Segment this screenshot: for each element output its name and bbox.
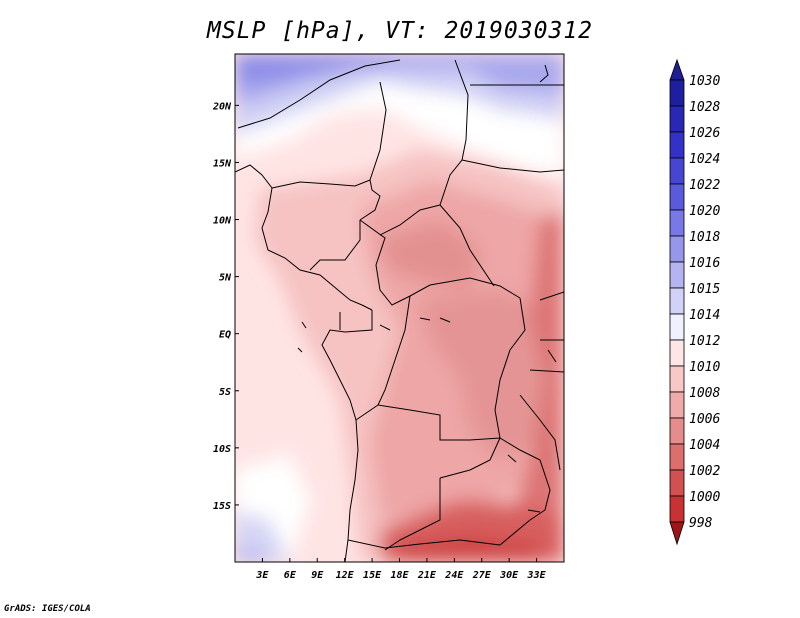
colorbar-segment bbox=[669, 261, 685, 289]
colorbar-label: 1010 bbox=[689, 360, 720, 375]
colorbar-segment bbox=[669, 79, 685, 107]
colorbar-segment bbox=[669, 313, 685, 341]
colorbar-segment bbox=[669, 391, 685, 419]
colorbar-label: 1030 bbox=[689, 74, 720, 89]
lat-tick-label: 15N bbox=[213, 158, 232, 169]
colorbar-segment bbox=[669, 495, 685, 523]
colorbar-top-arrow bbox=[669, 58, 685, 81]
colorbar-label: 1012 bbox=[689, 334, 720, 349]
colorbar-segment bbox=[669, 105, 685, 133]
colorbar-label: 1018 bbox=[689, 230, 720, 245]
colorbar-label: 1024 bbox=[689, 152, 720, 167]
lat-tick-label: 10S bbox=[213, 444, 231, 455]
lon-tick-label: 12E bbox=[336, 570, 355, 581]
lon-tick-label: 33E bbox=[527, 570, 547, 581]
colorbar-label: 1002 bbox=[689, 464, 720, 479]
colorbar-segment bbox=[669, 287, 685, 315]
lat-tick-label: 5N bbox=[219, 273, 232, 284]
lon-tick-label: 15E bbox=[363, 570, 382, 581]
colorbar-label: 1022 bbox=[689, 178, 720, 193]
country-borders bbox=[235, 59, 564, 562]
colorbar-segment bbox=[669, 131, 685, 159]
colorbar-segment bbox=[669, 235, 685, 263]
lon-tick-label: 3E bbox=[255, 570, 269, 581]
colorbar-label: 1016 bbox=[689, 256, 720, 271]
colorbar: 1030 1028 1026 1024 1022 1020 1018 1016 1015 1014… bbox=[669, 58, 720, 546]
colorbar-label: 1014 bbox=[689, 308, 720, 323]
map-title: MSLP [hPa], VT: 2019030312 bbox=[206, 18, 594, 44]
colorbar-segment bbox=[669, 209, 685, 237]
colorbar-label: 1004 bbox=[689, 438, 720, 453]
colorbar-label: 1020 bbox=[689, 204, 720, 219]
colorbar-segment bbox=[669, 365, 685, 393]
lat-tick-label: 5S bbox=[219, 387, 231, 398]
lat-tick-label: 15S bbox=[213, 501, 231, 512]
lon-tick-label: 30E bbox=[499, 570, 519, 581]
lon-tick-label: 24E bbox=[444, 570, 464, 581]
colorbar-bottom-arrow bbox=[669, 521, 685, 546]
colorbar-label: 1028 bbox=[689, 100, 720, 115]
colorbar-label: 998 bbox=[689, 516, 713, 531]
colorbar-label: 1015 bbox=[689, 282, 720, 297]
colorbar-label: 1026 bbox=[689, 126, 720, 141]
lon-tick-label: 9E bbox=[311, 570, 324, 581]
lat-tick-label: EQ bbox=[219, 330, 231, 341]
lon-tick-label: 27E bbox=[472, 570, 492, 581]
grads-credit: GrADS: IGES/COLA bbox=[4, 604, 91, 614]
colorbar-label: 1006 bbox=[689, 412, 720, 427]
longitude-axis: 3E 6E 9E 12E 15E 18E 21E 24E 27E 30E 33E bbox=[255, 558, 547, 581]
colorbar-segment bbox=[669, 339, 685, 367]
colorbar-segment bbox=[669, 443, 685, 471]
lat-tick-label: 20N bbox=[212, 101, 232, 112]
lon-tick-label: 21E bbox=[417, 570, 437, 581]
colorbar-label: 1008 bbox=[689, 386, 720, 401]
latitude-axis: 20N 15N 10N 5N EQ 5S 10S 15S bbox=[212, 101, 239, 512]
lon-tick-label: 6E bbox=[284, 570, 297, 581]
lat-tick-label: 10N bbox=[213, 216, 232, 227]
pressure-field bbox=[235, 54, 564, 562]
lon-tick-label: 18E bbox=[390, 570, 409, 581]
colorbar-segment bbox=[669, 469, 685, 497]
colorbar-label: 1000 bbox=[689, 490, 720, 505]
colorbar-segment bbox=[669, 183, 685, 211]
colorbar-segment bbox=[669, 157, 685, 185]
colorbar-segment bbox=[669, 417, 685, 445]
